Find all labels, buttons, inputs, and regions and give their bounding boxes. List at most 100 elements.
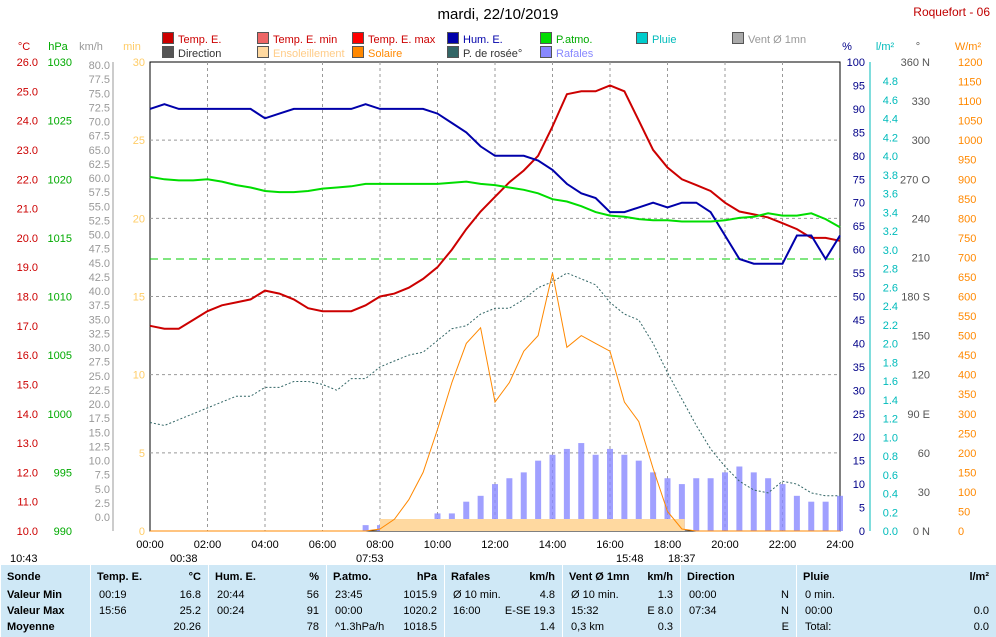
temp-tick-label: 14.0	[17, 409, 38, 421]
summary-value: 1020.2	[403, 605, 437, 617]
legend-swatch	[447, 46, 459, 58]
solar-tick-label: 550	[958, 311, 976, 323]
summary-time: 16:00	[453, 605, 481, 617]
chart-area: 00:00 02:00 04:00 06:00 08:00 10:00 12:00 14:00…	[10, 41, 982, 565]
summary-time: 23:45	[335, 589, 363, 601]
legend-swatch	[636, 32, 648, 44]
dir-tick-label: 330	[912, 96, 930, 108]
legend-item: Ensoleillement	[257, 46, 345, 60]
rain-axis-title: l/m²	[876, 41, 895, 53]
legend-label: Solaire	[368, 48, 403, 60]
wind-axis-title: km/h	[79, 41, 103, 53]
press-axis-title: hPa	[48, 41, 68, 53]
summary-time: ^1.3hPa/h	[335, 621, 385, 633]
summary-column: Hum. E.% 20:44 56 00:24 91 78	[208, 565, 327, 637]
legend-item: Temp. E. max	[352, 32, 435, 46]
legend-item: Pluie	[636, 32, 676, 46]
temp-tick-label: 12.0	[17, 467, 38, 479]
rain-tick-label: 1.8	[883, 357, 898, 369]
legend-swatch	[162, 46, 174, 58]
wind-tick-label: 52.5	[89, 215, 110, 227]
legend-swatch	[732, 32, 744, 44]
summary-column: Sonde Valeur Min Valeur Max Moyenne	[0, 565, 91, 637]
press-tick-label: 995	[54, 467, 72, 479]
rain-tick-label: 3.2	[883, 226, 898, 238]
dir-tick-label: 300	[912, 135, 930, 147]
wind-tick-label: 77.5	[89, 74, 110, 86]
x-tick-label: 12:00	[481, 539, 509, 551]
hum-tick-label: 10	[853, 479, 865, 491]
summary-column: Pluie l/m² 0 min. 00:00 0.0 Total: 0.0	[796, 565, 996, 637]
dir-tick-label: 150	[912, 331, 930, 343]
summary-header: Rafales	[451, 571, 491, 583]
summary-value: 1018.5	[403, 621, 437, 633]
rain-tick-label: 2.0	[883, 339, 898, 351]
solar-tick-label: 100	[958, 487, 976, 499]
wind-tick-label: 55.0	[89, 201, 110, 213]
press-tick-label: 1020	[48, 174, 72, 186]
summary-column: Vent Ø 1mn km/h Ø 10 min. 1.3 15:32 E 8.0 0,3 …	[562, 565, 681, 637]
legend-label: Hum. E.	[463, 34, 503, 46]
rain-tick-label: 3.4	[883, 207, 898, 219]
hum-tick-label: 55	[853, 268, 865, 280]
gust-bar	[678, 484, 685, 531]
summary-value: 0.3	[657, 621, 673, 633]
solar-tick-label: 850	[958, 194, 976, 206]
summary-value: 16.8	[179, 589, 201, 601]
series-line	[149, 84, 841, 330]
solar-tick-label: 600	[958, 292, 976, 304]
hum-tick-label: 0	[859, 526, 865, 538]
summary-value: 78	[306, 621, 319, 633]
event-marker-label: 15:48	[616, 553, 644, 565]
chart-title: mardi, 22/10/2019	[437, 6, 559, 23]
gust-bar	[592, 454, 599, 531]
temp-tick-label: 19.0	[17, 262, 38, 274]
dir-tick-label: 60	[918, 448, 930, 460]
press-tick-label: 990	[54, 526, 72, 538]
wind-tick-label: 60.0	[89, 173, 110, 185]
summary-time: 20:44	[217, 589, 245, 601]
sunshine-bar	[380, 519, 685, 531]
legend-label: Ensoleillement	[273, 48, 345, 60]
legend-swatch	[352, 32, 364, 44]
hum-tick-label: 40	[853, 338, 865, 350]
dir-tick-label: 240	[912, 213, 930, 225]
summary-value: E	[781, 621, 789, 633]
wind-tick-label: 50.0	[89, 230, 110, 242]
summary-column: Direction 00:00 N 07:34 N E	[680, 565, 797, 637]
hum-tick-label: 85	[853, 127, 865, 139]
summary-header: Vent Ø 1mn	[569, 571, 630, 583]
event-marker-label: 18:37	[668, 553, 696, 565]
hum-tick-label: 50	[853, 292, 865, 304]
rain-tick-label: 0.4	[883, 489, 898, 501]
sun-tick-label: 10	[133, 370, 145, 382]
wind-tick-label: 12.5	[89, 441, 110, 453]
x-tick-label: 04:00	[251, 539, 279, 551]
summary-unit: l/m²	[969, 571, 989, 583]
solar-tick-label: 250	[958, 428, 976, 440]
summary-header: Temp. E.	[97, 571, 143, 583]
gust-bar	[693, 478, 700, 531]
summary-value: 1015.9	[403, 589, 437, 601]
solar-tick-label: 350	[958, 389, 976, 401]
summary-header: Pluie	[803, 571, 830, 583]
hum-tick-label: 75	[853, 174, 865, 186]
dir-tick-label: 360 N	[901, 57, 930, 69]
hum-tick-label: 60	[853, 245, 865, 257]
solar-tick-label: 0	[958, 526, 964, 538]
gust-bar	[549, 454, 556, 531]
summary-time: 15:56	[99, 605, 127, 617]
legend-item: Rafales	[540, 46, 593, 60]
legend-item: P. de rosée°	[447, 46, 522, 60]
event-marker-label: 10:43	[10, 553, 38, 565]
wind-tick-label: 65.0	[89, 145, 110, 157]
x-tick-label: 08:00	[366, 539, 394, 551]
rain-tick-label: 0.6	[883, 470, 898, 482]
summary-time: 15:32	[571, 605, 599, 617]
wind-tick-label: 22.5	[89, 385, 110, 397]
dir-tick-label: 0 N	[913, 526, 930, 538]
gust-bar	[607, 448, 613, 531]
wind-tick-label: 7.5	[95, 470, 110, 482]
solar-tick-label: 750	[958, 233, 976, 245]
summary-value: 1.4	[539, 621, 555, 633]
